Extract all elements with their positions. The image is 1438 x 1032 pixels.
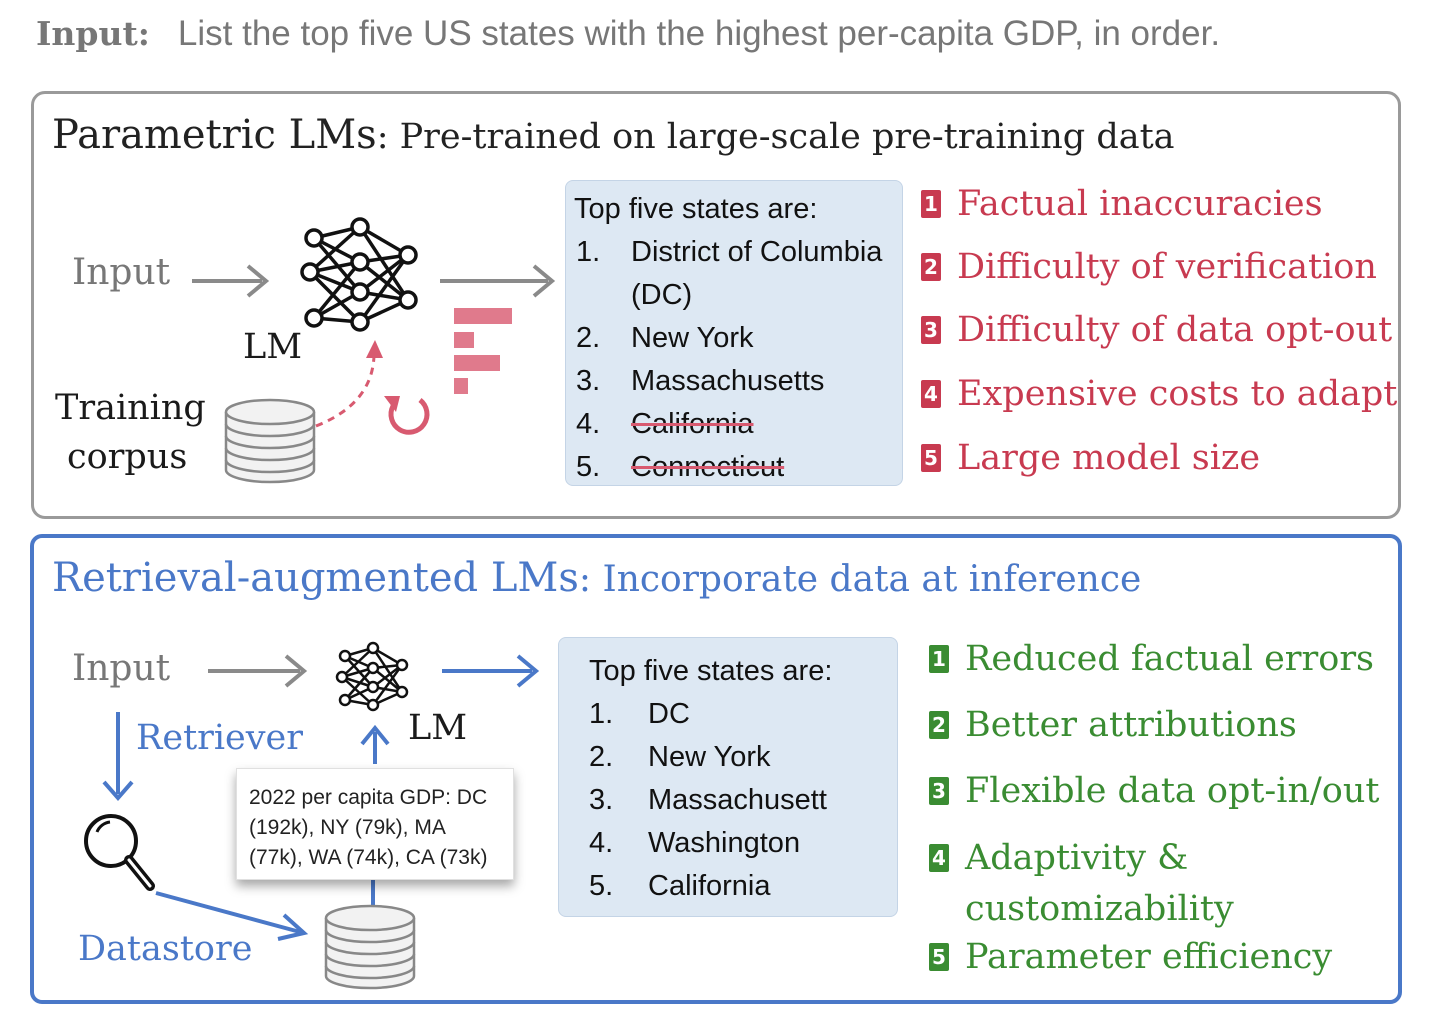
issue-item: 4 Expensive costs to adapt (921, 374, 1397, 414)
benefit-text-cont: customizability (965, 889, 1234, 929)
issue-text: Difficulty of data opt-out (957, 310, 1393, 350)
issue-item: 3 Difficulty of data opt-out (921, 310, 1392, 350)
rag-title-sub: : Incorporate data at inference (578, 559, 1142, 600)
answer-item-number: 2. (576, 322, 601, 354)
answer-item-number: 2. (589, 741, 614, 773)
rag-answer-item-text: Washington (648, 827, 801, 859)
parametric-answer-item: 1. (576, 236, 600, 269)
issue-text: Difficulty of verification (957, 247, 1377, 287)
issue-badge: 5 (921, 444, 941, 472)
retrain-refresh-icon (384, 396, 430, 435)
answer-item-number: 3. (576, 365, 601, 397)
lm-to-answer-arrow (440, 264, 556, 298)
datastore-database-icon (324, 904, 416, 990)
benefit-item: 2 Better attributions (929, 705, 1297, 745)
rag-lm-label: LM (408, 708, 468, 748)
input-question-label: Input: (36, 14, 150, 53)
benefit-badge: 5 (929, 943, 949, 971)
benefit-text: Better attributions (965, 705, 1297, 745)
rag-answer-header: Top five states are: (589, 655, 833, 687)
answer-item-number: 1. (589, 698, 614, 730)
answer-item-number: 5. (576, 451, 601, 483)
benefit-badge: 1 (929, 645, 949, 673)
input-question-text: List the top five US states with the hig… (177, 14, 1221, 53)
issue-item: 1 Factual inaccuracies (921, 184, 1323, 224)
answer-item-number: 4. (589, 827, 614, 859)
issue-text: Large model size (957, 438, 1261, 478)
input-to-retriever-arrow (102, 712, 134, 802)
answer-item-number: 4. (576, 408, 601, 440)
issue-item: 5 Large model size (921, 438, 1260, 478)
benefit-badge: 3 (929, 777, 949, 805)
benefit-text: Adaptivity & (965, 838, 1189, 878)
parametric-answer-box (565, 180, 903, 486)
retriever-label: Retriever (136, 718, 303, 758)
bar-chart-icon (454, 308, 512, 394)
training-label: Training (55, 388, 206, 428)
parametric-answer-item-text: New York (631, 322, 754, 354)
benefit-item: 4 Adaptivity & (929, 838, 1188, 878)
rag-answer-item-text: DC (648, 698, 690, 730)
rag-answer-item-text: California (648, 870, 771, 902)
parametric-input-label: Input (72, 252, 171, 293)
rag-lm-to-answer-arrow (442, 654, 540, 688)
benefit-text: Reduced factual errors (965, 639, 1375, 679)
benefit-item: 3 Flexible data opt-in/out (929, 771, 1379, 811)
input-to-lm-arrow (192, 264, 270, 298)
rag-input-label: Input (72, 648, 171, 689)
rag-input-to-lm-arrow (208, 654, 308, 688)
corpus-label: corpus (67, 437, 188, 477)
rag-answer-box (558, 637, 898, 917)
datastore-label: Datastore (78, 929, 253, 969)
rag-answer-item-text: Massachusett (648, 784, 827, 816)
retrieval-augmented-panel (30, 534, 1402, 1004)
training-corpus-database-icon (224, 398, 316, 484)
parametric-title-main: Parametric LMs (52, 112, 377, 158)
benefit-badge: 4 (929, 844, 949, 872)
answer-item-number: 5. (589, 870, 614, 902)
parametric-answer-header: Top five states are: (574, 193, 818, 225)
snippet-to-lm-arrow (360, 724, 390, 764)
rag-title-main: Retrieval-augmented LMs (52, 555, 579, 601)
input-question: Input: List the top five US states with t… (36, 14, 1220, 54)
parametric-title: Parametric LMs: Pre-trained on large-sca… (52, 112, 1175, 158)
benefit-text: Flexible data opt-in/out (965, 771, 1380, 811)
benefit-badge: 2 (929, 711, 949, 739)
parametric-lm-label: LM (243, 327, 303, 367)
parametric-answer-item-text-cont: (DC) (631, 279, 693, 311)
parametric-panel (31, 91, 1401, 519)
answer-item-number: 1. (576, 236, 601, 268)
corpus-to-lm-dashed-arrow (315, 340, 383, 428)
retriever-to-datastore-arrow (155, 891, 309, 941)
benefit-item: 5 Parameter efficiency (929, 937, 1332, 977)
rag-title: Retrieval-augmented LMs: Incorporate dat… (52, 555, 1141, 601)
parametric-answer-item-text: District of Columbia (631, 236, 883, 268)
issue-badge: 4 (921, 380, 941, 408)
neural-network-icon (300, 217, 418, 332)
issue-text: Factual inaccuracies (957, 184, 1323, 224)
rag-answer-item-text: New York (648, 741, 771, 773)
issue-badge: 1 (921, 190, 941, 218)
benefit-item: 1 Reduced factual errors (929, 639, 1374, 679)
issue-badge: 2 (921, 253, 941, 281)
issue-text: Expensive costs to adapt (957, 374, 1398, 414)
search-magnifier-icon (84, 814, 155, 891)
answer-item-number: 3. (589, 784, 614, 816)
rag-neural-network-icon (335, 641, 409, 712)
parametric-answer-item-text-struck: Connecticut (631, 451, 785, 483)
benefit-text: Parameter efficiency (965, 937, 1333, 977)
issue-item: 2 Difficulty of verification (921, 247, 1377, 287)
parametric-answer-item-text-struck: California (631, 408, 754, 440)
retrieved-document-snippet: 2022 per capita GDP: DC (192k), NY (79k)… (236, 768, 514, 880)
parametric-title-sub: : Pre-trained on large-scale pre-trainin… (376, 117, 1175, 157)
parametric-answer-item-text: Massachusetts (631, 365, 825, 397)
issue-badge: 3 (921, 316, 941, 344)
